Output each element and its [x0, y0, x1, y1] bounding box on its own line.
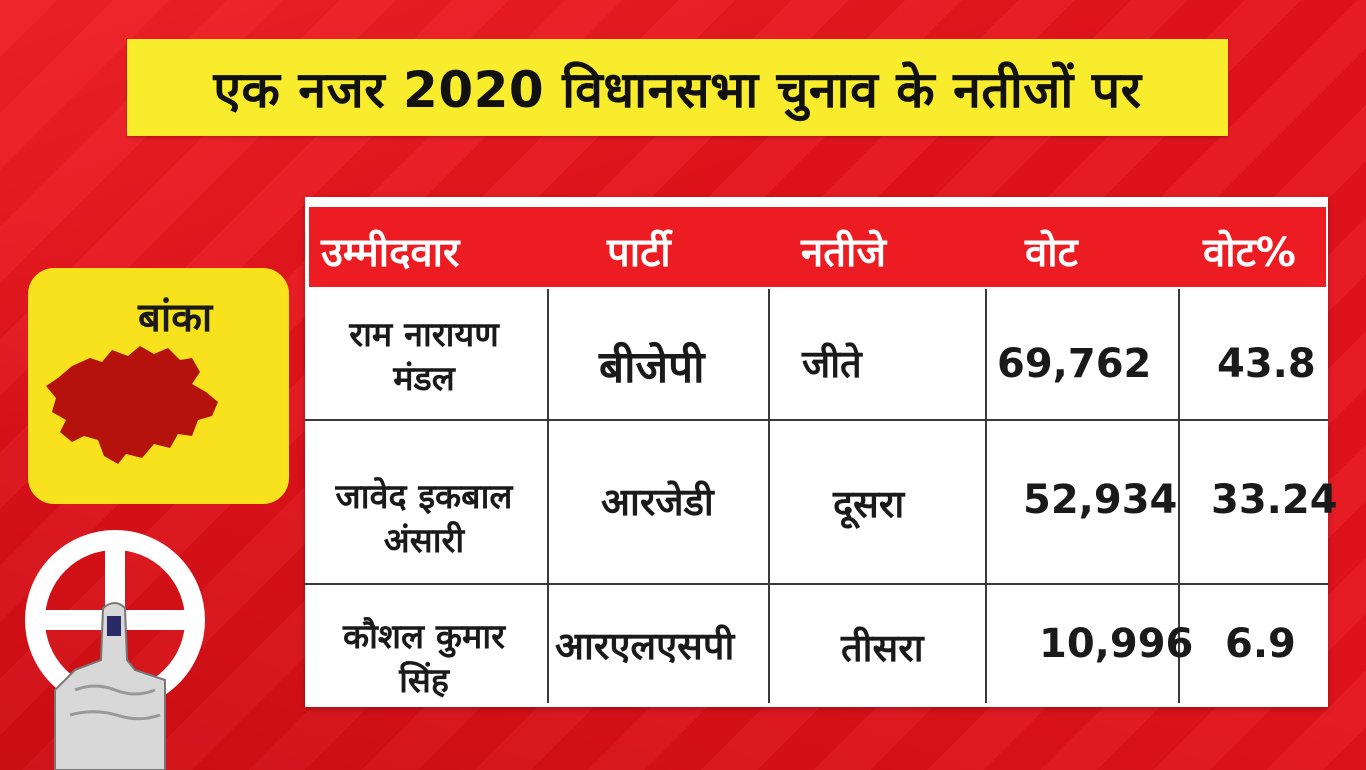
result-status: दूसरा [833, 482, 905, 526]
title-banner: एक नजर 2020 विधानसभा चुनाव के नतीजों पर [127, 39, 1228, 136]
candidate-name: जावेद इकबाल अंसारी [305, 475, 543, 563]
district-card: बांका [28, 268, 289, 504]
header-party: पार्टी [607, 230, 671, 276]
ballot-finger-swastika-icon [25, 530, 205, 770]
row-divider [305, 419, 1328, 421]
header-result: नतीजे [801, 230, 887, 276]
vote-percentage: 43.8 [1217, 341, 1316, 387]
column-divider [985, 289, 987, 703]
district-name: बांका [138, 295, 213, 341]
candidate-name-line: राम नारायण [349, 315, 499, 355]
vote-percentage: 6.9 [1225, 621, 1296, 667]
party-name: बीजेपी [599, 342, 705, 393]
column-divider [1178, 289, 1180, 703]
results-table: उम्मीदवार पार्टी नतीजे वोट वोट% राम नारा… [305, 197, 1338, 707]
candidate-name: कौशल कुमार सिंह [305, 615, 543, 703]
header-candidate: उम्मीदवार [321, 230, 460, 276]
result-status: जीते [802, 342, 862, 386]
votes-count: 52,934 [1023, 477, 1178, 523]
result-status: तीसरा [841, 626, 924, 670]
header-vote-pct: वोट% [1203, 230, 1296, 276]
candidate-name: राम नारायण मंडल [305, 313, 543, 401]
row-divider [305, 583, 1328, 585]
candidate-name-line: अंसारी [383, 521, 465, 561]
candidate-name-line: जावेद इकबाल [335, 477, 513, 517]
column-divider [768, 289, 770, 703]
table-header: उम्मीदवार पार्टी नतीजे वोट वोट% [309, 207, 1326, 287]
district-map-icon [46, 346, 218, 464]
votes-count: 69,762 [997, 341, 1152, 387]
candidate-name-line: कौशल कुमार [342, 617, 506, 657]
candidate-name-line: सिंह [399, 661, 449, 701]
header-votes: वोट [1025, 230, 1078, 276]
votes-count: 10,996 [1039, 621, 1194, 667]
party-name: आरजेडी [601, 480, 714, 524]
vote-percentage: 33.24 [1211, 477, 1338, 523]
column-divider [547, 289, 549, 703]
candidate-name-line: मंडल [393, 359, 455, 399]
party-name: आरएलएसपी [555, 624, 735, 668]
page-title: एक नजर 2020 विधानसभा चुनाव के नतीजों पर [213, 60, 1142, 119]
